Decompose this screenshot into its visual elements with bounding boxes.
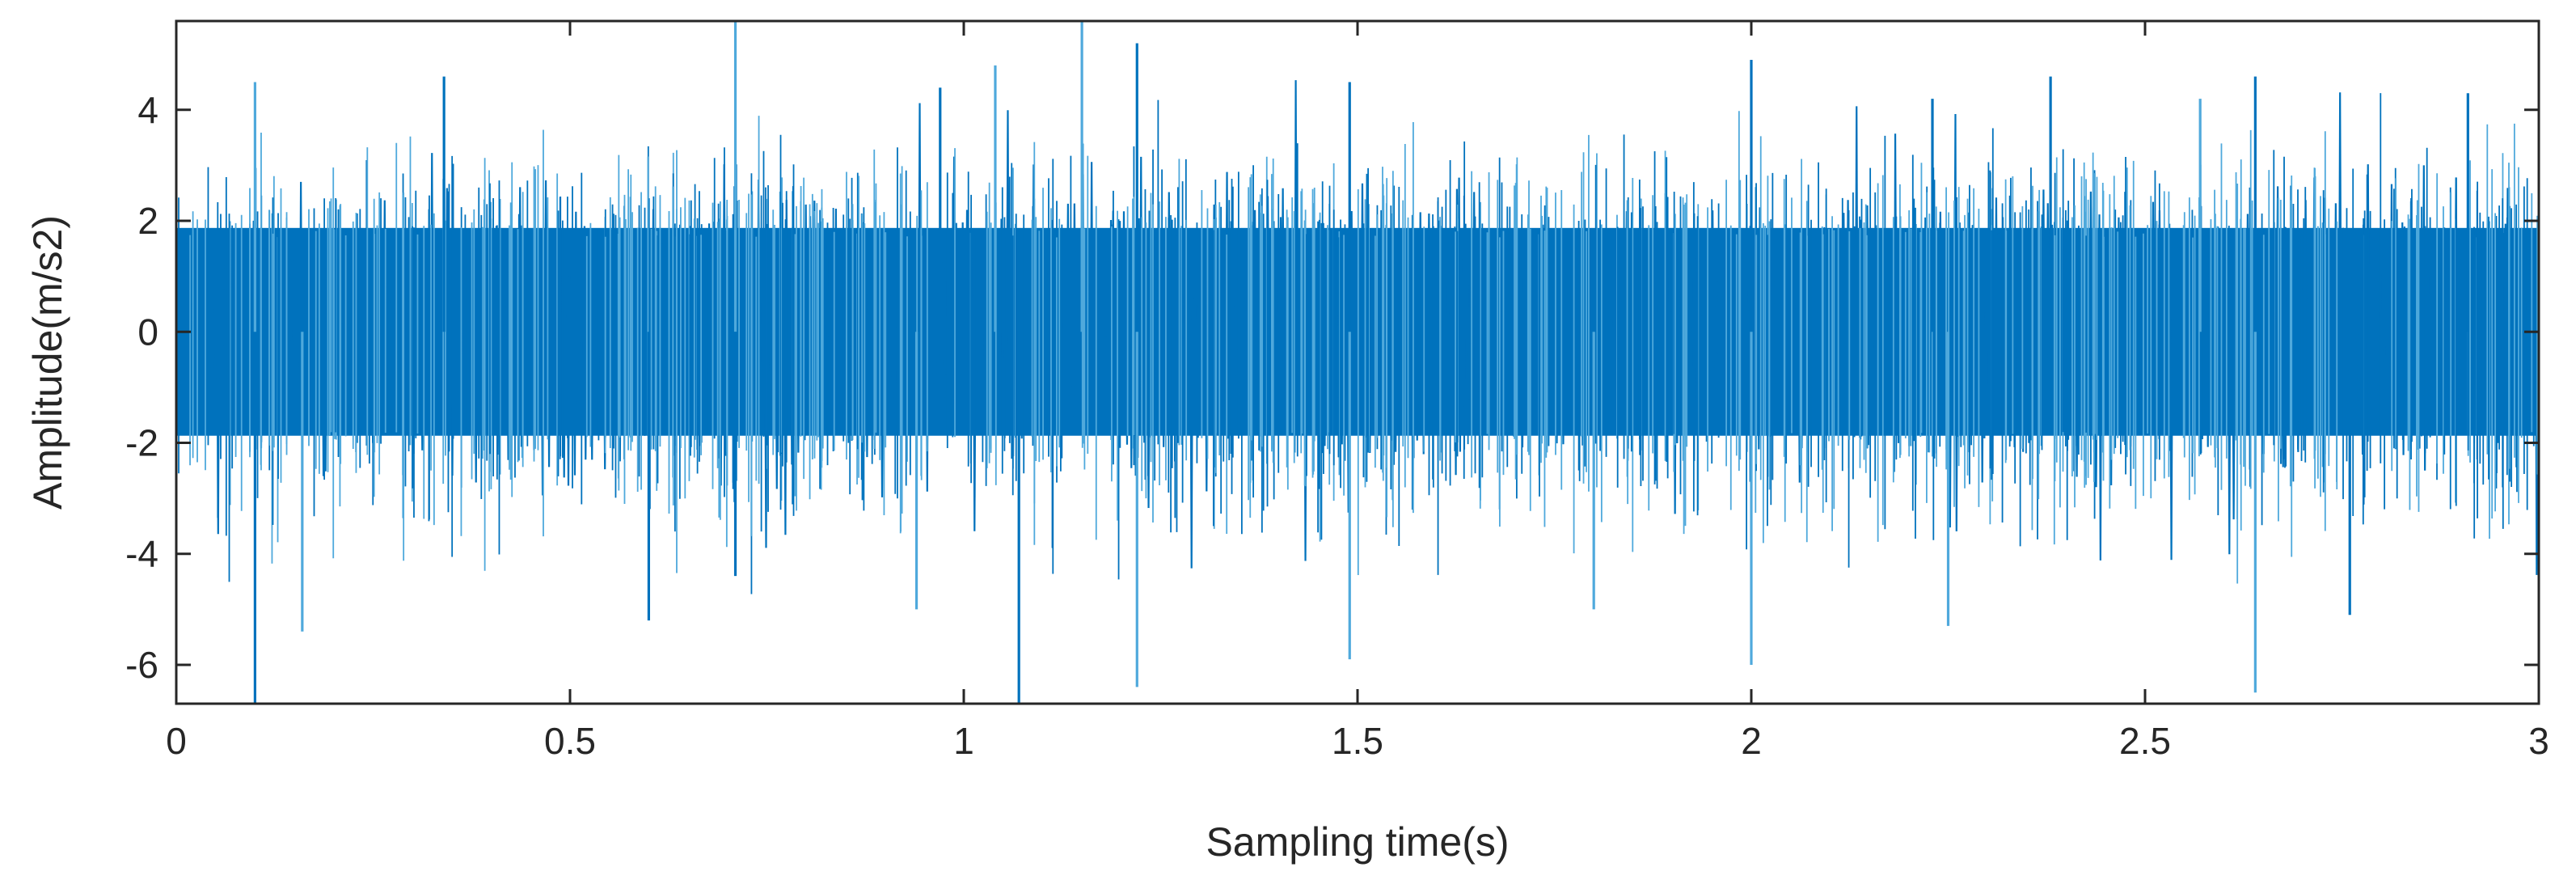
x-axis-label: Sampling time(s): [1206, 819, 1509, 865]
y-tick-label: -6: [125, 644, 158, 686]
x-tick-label: 2: [1741, 720, 1762, 762]
signal-series: [176, 80, 2539, 594]
y-tick-label: -2: [125, 421, 158, 463]
y-tick-label: -4: [125, 533, 158, 575]
x-tick-label: 1.5: [1332, 720, 1383, 762]
x-tick-label: 3: [2528, 720, 2549, 762]
y-axis: -6 -4 -2 0 2 4: [125, 89, 2539, 686]
y-tick-label: 4: [137, 89, 158, 131]
x-tick-label: 2.5: [2119, 720, 2171, 762]
y-tick-label: 2: [137, 200, 158, 242]
y-axis-label: Amplitude(m/s2): [25, 215, 70, 510]
plot-area: [175, 19, 2540, 705]
signal-peaks: [253, 21, 2469, 704]
x-tick-label: 1: [953, 720, 974, 762]
x-axis: 0 0.5 1 1.5 2 2.5 3: [166, 21, 2549, 762]
y-tick-label: 0: [137, 311, 158, 353]
x-tick-label: 0.5: [544, 720, 596, 762]
x-tick-label: 0: [166, 720, 187, 762]
